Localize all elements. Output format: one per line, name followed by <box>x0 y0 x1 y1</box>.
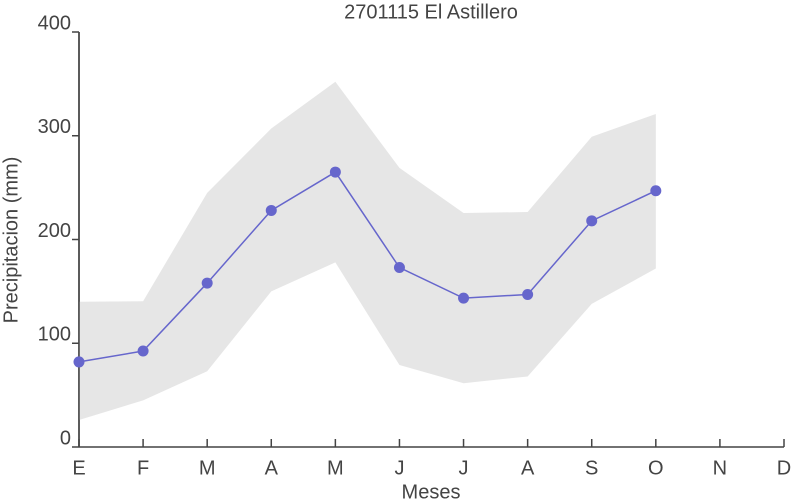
y-tick-label: 300 <box>38 116 71 138</box>
x-tick-label: J <box>394 457 404 479</box>
x-tick-label: M <box>327 457 344 479</box>
x-tick-label: A <box>265 457 279 479</box>
data-point <box>73 356 85 368</box>
data-point <box>329 166 341 178</box>
x-tick-label: A <box>521 457 535 479</box>
y-tick-label: 0 <box>60 427 71 449</box>
y-tick-label: 200 <box>38 220 71 242</box>
y-tick-label: 400 <box>38 12 71 34</box>
data-point <box>393 262 405 274</box>
data-point <box>650 185 662 197</box>
data-point <box>522 288 534 300</box>
data-point <box>265 204 277 216</box>
data-point <box>586 215 598 227</box>
y-axis-label: Precipitacion (mm) <box>0 157 22 324</box>
x-tick-label: E <box>72 457 85 479</box>
x-tick-label: M <box>199 457 216 479</box>
y-tick-label: 100 <box>38 324 71 346</box>
x-tick-label: S <box>585 457 598 479</box>
data-point <box>201 277 213 289</box>
x-tick-label: F <box>137 457 149 479</box>
data-point <box>137 345 149 357</box>
chart-title: 2701115 El Astillero <box>344 1 518 23</box>
x-tick-label: N <box>713 457 727 479</box>
x-tick-label: J <box>459 457 469 479</box>
data-point <box>458 292 470 304</box>
x-tick-label: O <box>648 457 664 479</box>
x-axis-label: Meses <box>402 481 461 503</box>
range-band <box>79 81 656 421</box>
x-tick-label: D <box>777 457 791 479</box>
data-line <box>78 171 657 363</box>
